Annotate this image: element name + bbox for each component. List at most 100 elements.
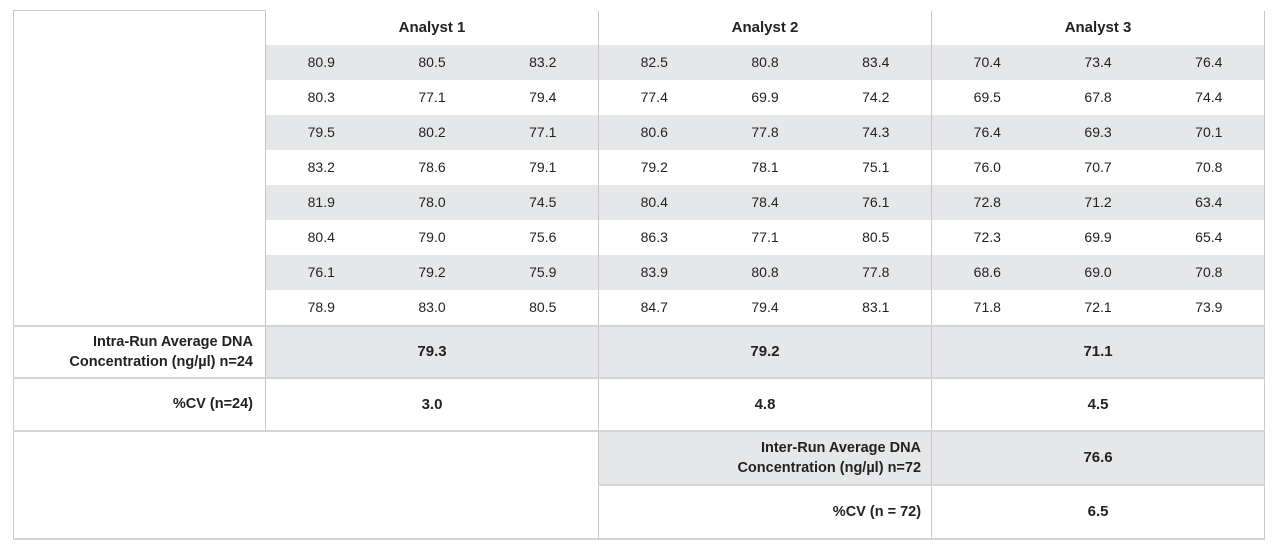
data-row: 80.9 80.5 83.2 82.5 80.8 83.4 70.4 73.4 76.4: [14, 44, 1266, 80]
data-cell: 77.1: [751, 229, 779, 245]
data-cell: 72.1: [1084, 299, 1112, 315]
analyst-3-header: Analyst 3: [931, 10, 1266, 45]
data-cell: 65.4: [1153, 219, 1266, 255]
data-cell: 72.8: [931, 184, 1043, 220]
cv-label: %CV (n=24): [13, 376, 266, 431]
intra-run-value-analyst-1: 79.3: [264, 324, 600, 378]
empty-bottom-cell: [12, 429, 600, 540]
data-cell: 71.8: [973, 299, 1001, 315]
cv-value-analyst-2: 4.8: [598, 376, 933, 431]
inter-cv-label: %CV (n = 72): [598, 483, 932, 540]
data-cell: 69.0: [1042, 254, 1154, 290]
intra-run-label-line1: Intra-Run Average DNA: [92, 333, 253, 350]
header-row: Analyst 1 Analyst 2 Analyst 3: [13, 10, 1266, 326]
empty-label-cell: [13, 10, 266, 326]
data-cell: 78.9: [307, 299, 335, 315]
analyst-2-header: Analyst 2: [598, 10, 932, 45]
data-cell: 82.5: [598, 44, 710, 80]
data-row: 79.5 80.2 77.1 80.6 77.8 74.3 76.4 69.3 70.1: [14, 114, 1266, 150]
data-cell: 80.8: [709, 44, 821, 80]
data-cell: 77.8: [820, 254, 933, 290]
data-cell: 80.5: [487, 289, 600, 326]
data-cell: 73.9: [1153, 289, 1266, 326]
data-cell: 80.4: [598, 184, 710, 220]
cv-row: %CV (n=24) 3.0 4.8 4.5: [13, 376, 1266, 431]
intra-run-value-analyst-2: 79.2: [598, 324, 933, 378]
data-cell: 70.7: [1084, 159, 1112, 175]
data-cell: 81.9: [265, 184, 377, 220]
cv-value-analyst-1: 3.0: [264, 376, 600, 431]
data-cell: 80.6: [598, 114, 710, 150]
data-cell: 78.6: [418, 159, 446, 175]
inter-run-average-row: Inter-Run Average DNA Concentration (ng/µ…: [12, 429, 1266, 540]
data-cell: 70.8: [1153, 149, 1266, 185]
data-cell: 78.0: [376, 184, 488, 220]
data-cell: 75.1: [820, 149, 933, 185]
data-cell: 76.1: [265, 254, 377, 290]
data-cell: 73.4: [1042, 44, 1154, 80]
data-cell: 76.4: [931, 114, 1043, 150]
data-cell: 79.5: [265, 114, 377, 150]
data-cell: 86.3: [640, 229, 668, 245]
data-cell: 74.4: [1153, 79, 1266, 115]
inter-run-label-line1: Inter-Run Average DNA: [760, 439, 922, 456]
data-cell: 74.5: [487, 184, 600, 220]
data-cell: 76.1: [820, 184, 933, 220]
data-cell: 78.4: [709, 184, 821, 220]
data-cell: 80.5: [820, 219, 933, 255]
data-cell: 68.6: [931, 254, 1043, 290]
data-row: 83.2 78.6 79.1 79.2 78.1 75.1 76.0 70.7 70.8: [14, 149, 1266, 185]
data-cell: 74.3: [820, 114, 933, 150]
intra-run-average-row: Intra-Run Average DNA Concentration (ng/µ…: [13, 324, 1266, 378]
cv-value-analyst-3: 4.5: [931, 376, 1266, 431]
data-cell: 76.4: [1153, 44, 1266, 80]
data-cell: 76.0: [973, 159, 1001, 175]
data-cell: 80.5: [376, 44, 488, 80]
data-cell: 69.3: [1042, 114, 1154, 150]
data-cell: 83.1: [820, 289, 933, 326]
data-cell: 67.8: [1084, 89, 1112, 105]
data-row: 81.9 78.0 74.5 80.4 78.4 76.1 72.8 71.2 63.4: [14, 184, 1266, 220]
data-cell: 75.9: [487, 254, 600, 290]
data-cell: 80.9: [265, 44, 377, 80]
data-cell: 71.2: [1042, 184, 1154, 220]
inter-run-value: 76.6: [931, 429, 1266, 485]
data-cell: 79.2: [640, 159, 668, 175]
data-cell: 69.5: [973, 89, 1001, 105]
data-cell: 69.9: [1084, 229, 1112, 245]
intra-run-value-analyst-3: 71.1: [931, 324, 1266, 378]
data-row: 76.1 79.2 75.9 83.9 80.8 77.8 68.6 69.0 70.8: [14, 254, 1266, 290]
data-cell: 72.3: [973, 229, 1001, 245]
data-row: 78.9 83.0 80.5 84.7 79.4 83.1 71.8 72.1 73.9: [14, 289, 1266, 326]
data-cell: 79.4: [487, 79, 600, 115]
data-cell: 80.3: [307, 89, 335, 105]
inter-run-label-line2: Concentration (ng/µl) n=72: [737, 459, 922, 476]
data-cell: 83.0: [418, 299, 446, 315]
data-cell: 77.1: [418, 89, 446, 105]
data-cell: 69.9: [751, 89, 779, 105]
data-cell: 79.4: [751, 299, 779, 315]
inter-cv-value: 6.5: [931, 483, 1266, 540]
data-cell: 77.1: [487, 114, 600, 150]
data-cell: 78.1: [751, 159, 779, 175]
data-cell: 83.9: [598, 254, 710, 290]
data-cell: 83.2: [487, 44, 600, 80]
data-cell: 79.0: [418, 229, 446, 245]
inter-cv-row: %CV (n = 72) 6.5: [14, 483, 1266, 540]
inter-run-label: Inter-Run Average DNA Concentration (ng/µ…: [598, 429, 932, 485]
analyst-1-header: Analyst 1: [264, 10, 599, 45]
data-row: 80.3 77.1 79.4 77.4 69.9 74.2 69.5 67.8 74.4: [14, 79, 1266, 115]
data-cell: 79.2: [376, 254, 488, 290]
intra-run-label: Intra-Run Average DNA Concentration (ng/µ…: [13, 324, 266, 378]
data-cell: 80.2: [376, 114, 488, 150]
intra-run-label-line2: Concentration (ng/µl) n=24: [69, 353, 253, 370]
data-cell: 70.8: [1153, 254, 1266, 290]
data-cell: 83.4: [820, 44, 933, 80]
data-cell: 77.8: [709, 114, 821, 150]
data-cell: 75.6: [487, 219, 600, 255]
data-cell: 80.8: [709, 254, 821, 290]
data-cell: 63.4: [1153, 184, 1266, 220]
dna-concentration-table: Analyst 1 Analyst 2 Analyst 3 80.9 80.5 83…: [12, 10, 1266, 540]
data-cell: 84.7: [640, 299, 668, 315]
data-cell: 77.4: [640, 89, 668, 105]
